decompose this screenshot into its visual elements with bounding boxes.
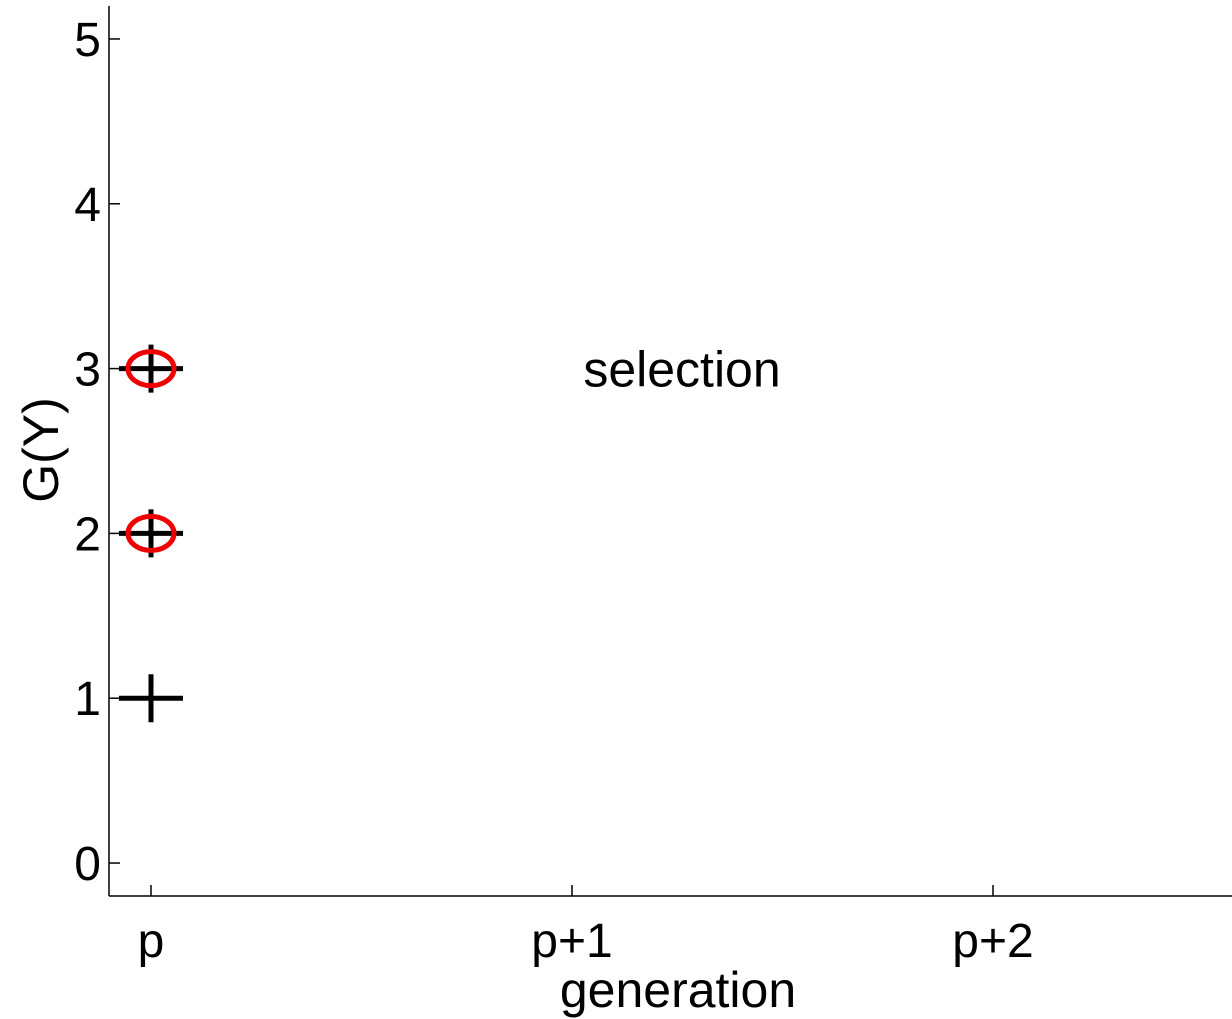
data-marks [119, 344, 183, 723]
annotation-label: selection [583, 342, 780, 398]
y-tick-label: 5 [74, 14, 101, 67]
y-tick-label: 2 [74, 508, 101, 561]
x-tick-label: p+1 [531, 915, 612, 968]
annotations: selection [583, 342, 780, 398]
y-axis-title: G(Y) [13, 397, 69, 503]
y-tick-label: 4 [74, 179, 101, 232]
x-tick-label: p [138, 915, 165, 968]
circle-marker [125, 513, 177, 553]
y-tick-label: 3 [74, 344, 101, 397]
x-ticks: p p+1 p+2 [138, 885, 1034, 968]
y-tick-label: 0 [74, 838, 101, 891]
axes [108, 6, 1232, 897]
x-axis-title: generation [560, 962, 796, 1018]
plus-marker [119, 674, 183, 723]
y-tick-label: 1 [74, 673, 101, 726]
y-ticks: 0 1 2 3 4 5 [74, 14, 120, 891]
x-tick-label: p+2 [952, 915, 1033, 968]
circle-marker [125, 349, 177, 389]
